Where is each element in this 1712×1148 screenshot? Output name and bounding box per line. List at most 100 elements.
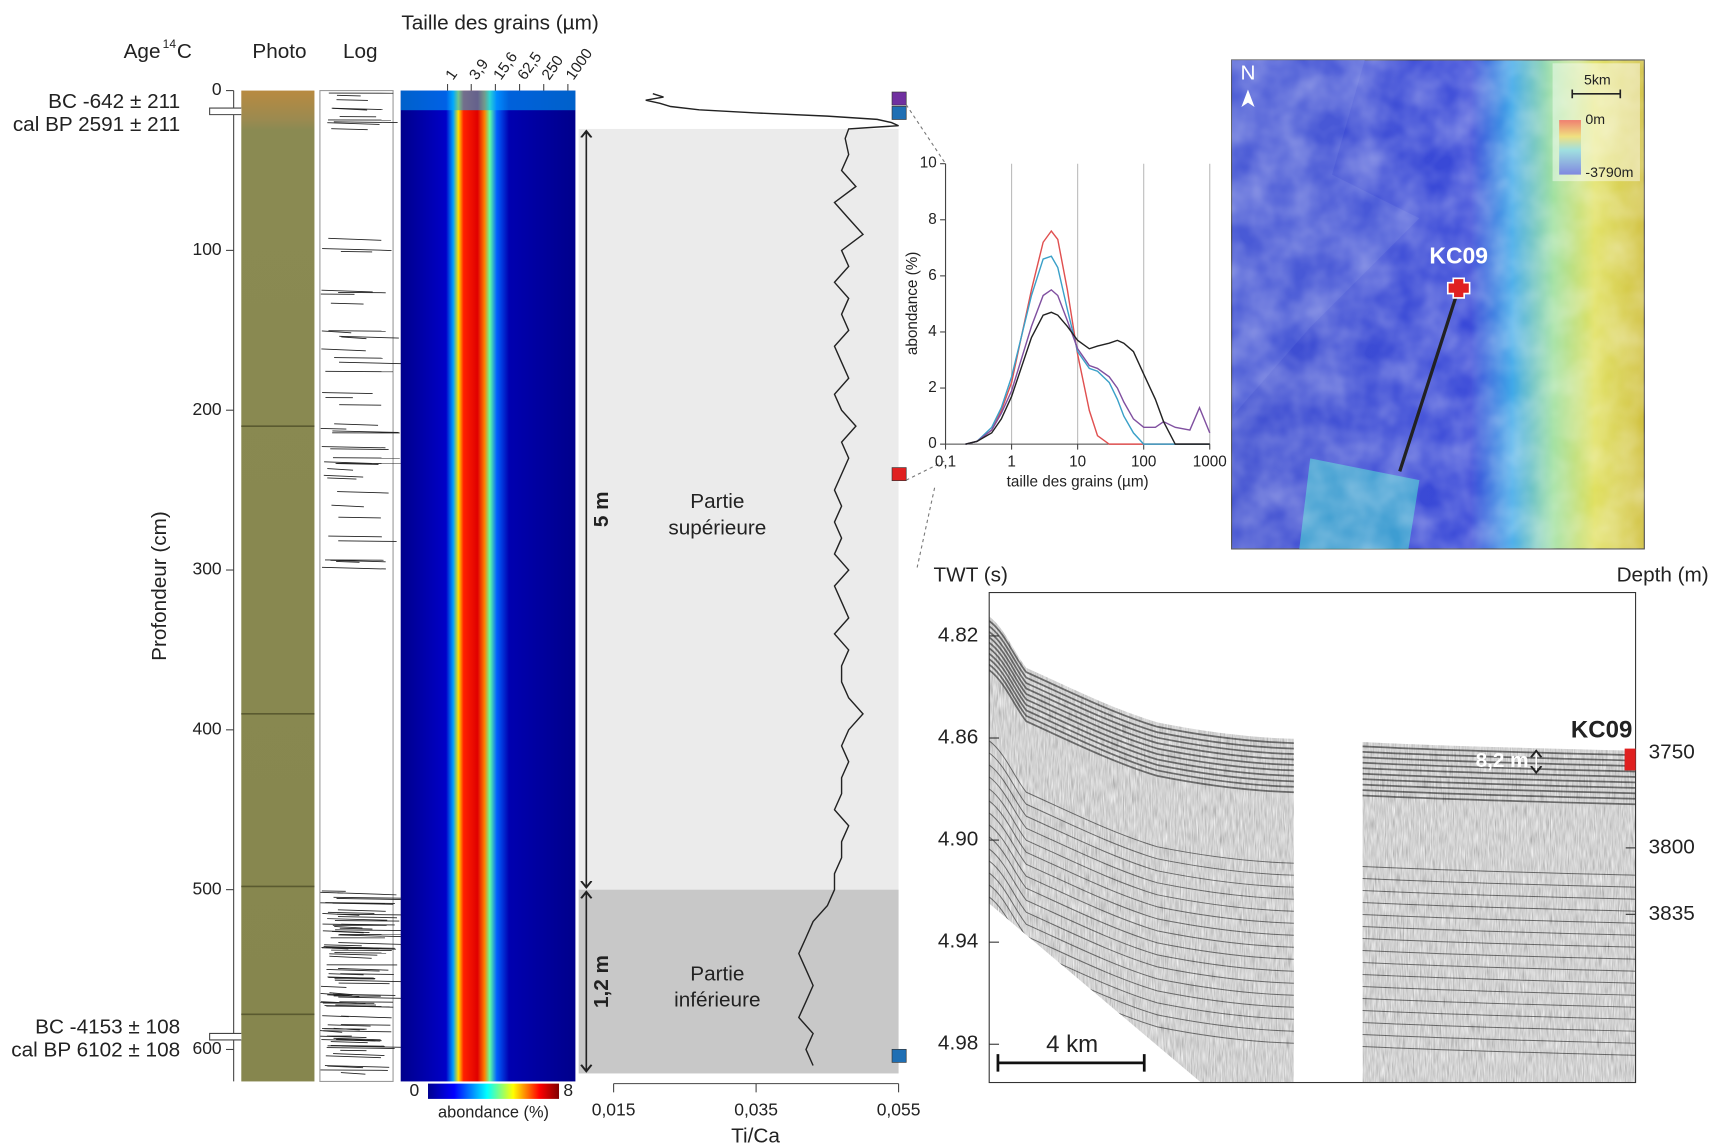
y-tick-label: 600 — [193, 1038, 222, 1058]
log-lamina — [334, 423, 379, 426]
log-lamina — [338, 967, 389, 971]
grain-heatmap-top — [400, 90, 576, 111]
north-arrow — [1241, 89, 1255, 107]
log-lamina — [320, 1035, 367, 1039]
log-lamina — [324, 461, 372, 464]
log-lamina — [320, 427, 347, 430]
grain-heatmap — [400, 90, 576, 1082]
log-lamina — [340, 250, 373, 253]
log-lamina — [326, 969, 380, 972]
depth-legend-bottom: -3790m — [1585, 165, 1633, 181]
y-tick-label: 400 — [193, 718, 222, 738]
log-lamina — [331, 930, 364, 934]
log-lamina — [327, 122, 380, 125]
reflector — [989, 647, 1636, 784]
log-lamina — [339, 1039, 382, 1042]
log-lamina — [341, 336, 367, 340]
depth-legend — [1559, 120, 1581, 175]
date-marker — [209, 107, 242, 116]
log-lamina — [327, 994, 360, 998]
log-header: Log — [343, 40, 378, 63]
log-lamina — [338, 516, 381, 519]
log-lamina — [321, 446, 386, 449]
y-tick-label: 4.98 — [938, 1032, 978, 1055]
log-lamina — [324, 1065, 390, 1068]
log-lamina — [338, 996, 407, 999]
sample-marker — [891, 106, 907, 120]
reflector — [989, 620, 1636, 757]
log-lamina — [322, 912, 360, 916]
y2-tick-label: 3800 — [1649, 835, 1695, 858]
zone-label: Partie — [690, 962, 744, 985]
distribution-line — [965, 255, 1210, 445]
x-tick-label: 15,6 — [490, 49, 521, 83]
y-axis-label: TWT (s) — [934, 564, 1008, 587]
reflector — [989, 764, 1636, 900]
x-axis-label: taille des grains (µm) — [1007, 473, 1149, 490]
log-lamina — [322, 923, 387, 926]
reflector — [989, 776, 1636, 912]
log-lamina — [322, 1028, 365, 1030]
colorbar-tick-label: 0 — [410, 1080, 420, 1100]
date-label: cal BP 6102 ± 108 — [11, 1038, 180, 1061]
age-header: Age — [124, 40, 161, 63]
log-lamina — [331, 128, 368, 131]
log-lamina — [328, 330, 386, 332]
log-lamina — [321, 348, 366, 352]
zone-label: Partie — [690, 490, 744, 513]
log-lamina — [333, 121, 398, 124]
age-superscript: 14 — [163, 37, 177, 51]
log-lamina — [339, 335, 399, 339]
y-tick-label: 0 — [928, 435, 937, 452]
log-lamina — [332, 430, 399, 433]
age-unit: C — [177, 40, 192, 63]
y-tick-label: 8 — [928, 211, 937, 228]
site-label: KC09 — [1571, 716, 1632, 743]
core-log — [319, 90, 394, 1082]
reflector — [989, 625, 1636, 762]
log-lamina — [330, 1041, 368, 1044]
log-lamina — [337, 491, 389, 494]
log-lamina — [331, 947, 396, 950]
reflector — [989, 824, 1636, 960]
log-lamina — [340, 1072, 366, 1075]
log-lamina — [340, 1024, 391, 1026]
log-lamina — [333, 1037, 381, 1041]
reflector — [989, 663, 1636, 800]
log-lamina — [333, 896, 402, 899]
log-lamina — [340, 973, 394, 975]
log-lamina — [334, 979, 404, 983]
colorbar — [428, 1083, 560, 1099]
log-lamina — [326, 1005, 390, 1008]
x-tick-label: 10 — [1069, 454, 1086, 471]
sample-marker — [891, 467, 907, 482]
y-tick-label: 2 — [928, 379, 937, 396]
zone-thickness-label: 5 m — [590, 491, 613, 527]
reflector — [989, 636, 1636, 773]
photo-header: Photo — [252, 40, 306, 63]
link-line — [905, 460, 946, 481]
log-lamina — [339, 361, 402, 365]
zone — [578, 889, 899, 1074]
log-lamina — [329, 953, 378, 956]
log-lamina — [333, 1053, 385, 1057]
reflector — [989, 836, 1636, 972]
x-axis-label: Ti/Ca — [731, 1125, 780, 1148]
log-lamina — [337, 463, 379, 465]
log-lamina — [325, 1055, 381, 1059]
date-label: BC -4153 ± 108 — [35, 1015, 180, 1038]
log-lamina — [328, 535, 382, 538]
log-lamina — [327, 918, 388, 921]
date-label: cal BP 2591 ± 211 — [13, 113, 180, 136]
zone-label: supérieure — [668, 516, 766, 539]
north-label: N — [1240, 62, 1255, 85]
y-tick-label: 200 — [193, 399, 222, 419]
core-photo — [241, 90, 315, 1082]
log-lamina — [337, 916, 398, 919]
x-tick-label: 0,015 — [592, 1100, 636, 1120]
y2-axis-label: Depth (m) — [1617, 564, 1709, 587]
y2-tick-label: 3750 — [1649, 740, 1695, 763]
sample-marker — [891, 1048, 907, 1063]
scale-label: 5km — [1584, 73, 1611, 89]
